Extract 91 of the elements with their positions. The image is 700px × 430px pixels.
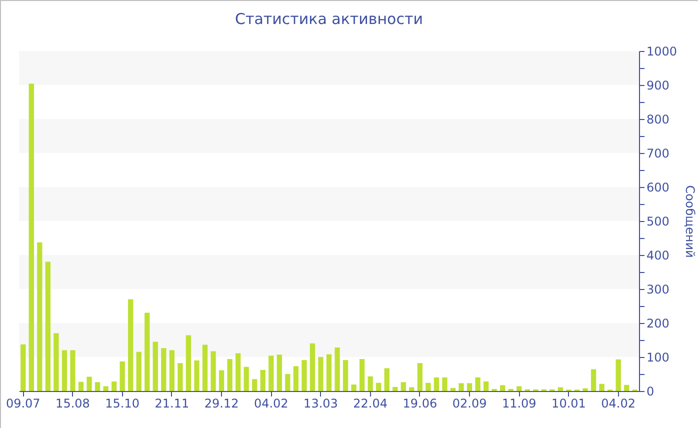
bar	[28, 84, 34, 391]
y-tick-label: 600	[646, 180, 670, 194]
y-tick-label: 700	[646, 146, 670, 160]
y-tick-label: 900	[646, 78, 670, 92]
bar	[78, 382, 84, 391]
bar	[392, 386, 398, 391]
bar	[334, 347, 340, 391]
bar	[302, 360, 307, 391]
bar	[136, 352, 142, 391]
bar	[434, 377, 440, 391]
y-tick-label: 100	[646, 350, 670, 364]
bar	[326, 354, 332, 391]
bar	[285, 374, 290, 391]
bar	[293, 366, 299, 391]
bar	[558, 387, 564, 391]
bar	[342, 360, 348, 391]
bar	[442, 377, 448, 391]
bar	[161, 348, 166, 391]
y-tick-label: 1000	[646, 44, 678, 58]
x-tick-label: 29.12	[204, 396, 239, 410]
bar	[450, 388, 456, 391]
bar	[144, 312, 150, 391]
bar	[45, 262, 51, 391]
bar	[400, 382, 406, 391]
bar	[210, 351, 216, 391]
bar	[466, 383, 472, 391]
x-tick-label: 15.08	[56, 396, 90, 410]
chart-title: Статистика активности	[235, 10, 423, 28]
bar	[624, 384, 630, 391]
bar	[244, 366, 249, 391]
bar	[516, 386, 522, 391]
bar	[351, 384, 356, 391]
bar	[276, 354, 282, 391]
bar	[94, 382, 100, 391]
bar	[86, 376, 92, 391]
bar	[111, 381, 117, 391]
bar	[70, 350, 76, 391]
x-tick-label: 04.02	[254, 396, 288, 410]
bar	[475, 377, 480, 391]
bar	[62, 350, 68, 391]
bar	[483, 381, 489, 391]
bar	[616, 359, 621, 391]
x-tick-label: 10.01	[552, 396, 586, 410]
x-tick-label: 22.04	[353, 396, 388, 410]
bar	[409, 387, 414, 391]
x-tick-label: 04.02	[601, 396, 636, 410]
bar	[235, 353, 241, 391]
bar	[103, 386, 108, 391]
bar	[359, 359, 365, 391]
x-tick-label: 11.09	[502, 396, 536, 410]
bar	[590, 369, 596, 391]
x-tick-label: 09.07	[6, 396, 40, 410]
bar	[599, 384, 604, 391]
y-tick-label: 300	[646, 282, 670, 296]
bar	[54, 333, 59, 391]
bar	[128, 299, 134, 391]
bar	[268, 356, 274, 391]
y-tick-label: 800	[646, 112, 670, 126]
bar	[318, 357, 324, 391]
y-tick-label: 400	[646, 248, 670, 262]
y-tick-label: 0	[646, 384, 654, 398]
bar	[384, 368, 390, 391]
bar	[20, 344, 26, 391]
bar	[227, 359, 232, 391]
x-tick-label: 13.03	[304, 396, 338, 410]
y-tick-label: 200	[646, 316, 670, 330]
bar	[417, 363, 423, 391]
x-tick-label: 21.11	[154, 396, 190, 410]
bar	[426, 382, 431, 391]
x-tick-label: 15.10	[105, 396, 140, 410]
bar	[458, 383, 464, 391]
bar	[376, 382, 382, 391]
bar	[202, 344, 208, 391]
bar	[186, 335, 192, 391]
bar	[500, 385, 506, 391]
bar	[368, 376, 373, 391]
bar	[260, 370, 266, 391]
bar	[194, 360, 200, 391]
y-axis-title: Сообщений	[683, 185, 698, 258]
bar	[37, 242, 42, 391]
bar	[120, 361, 125, 391]
y-tick-label: 500	[646, 214, 670, 228]
bar	[310, 343, 316, 391]
x-tick-label: 02.09	[452, 396, 487, 410]
bar	[169, 350, 175, 391]
bar	[218, 370, 224, 391]
x-tick-label: 19.06	[402, 396, 438, 410]
bar	[152, 342, 158, 391]
bar	[582, 388, 588, 391]
bar	[252, 379, 258, 391]
bar	[178, 363, 183, 391]
